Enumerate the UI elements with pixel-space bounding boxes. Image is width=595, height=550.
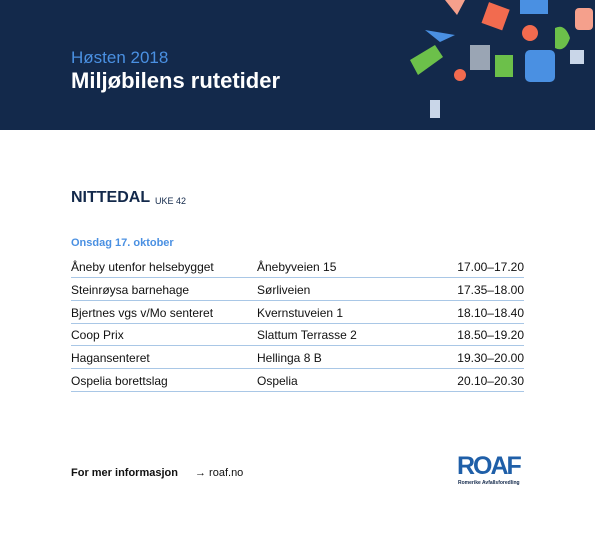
header: Høsten 2018 Miljøbilens rutetider: [0, 0, 595, 130]
week: UKE 42: [155, 196, 187, 206]
table-row: Coop Prix Slattum Terrasse 2 18.50–19.20: [71, 323, 524, 347]
cell: 17.00–17.20: [457, 260, 524, 274]
decoration: [410, 0, 593, 118]
cell: 18.10–18.40: [457, 305, 524, 320]
cell: Bjertnes vgs v/Mo senteret: [71, 305, 214, 320]
logo: ROAF: [457, 452, 522, 480]
table-row: Bjertnes vgs v/Mo senteret Kvernstuveien …: [71, 301, 524, 324]
cell: Hellinga 8 B: [257, 351, 322, 366]
cell: Slattum Terrasse 2: [257, 328, 357, 343]
cell: 19.30–20.00: [457, 351, 524, 366]
link[interactable]: → roaf.no: [195, 467, 244, 479]
cell: Ospelia borettslag: [71, 374, 168, 388]
cell: 18.50–19.20: [457, 328, 524, 343]
cell: 17.35–18.00: [457, 282, 524, 297]
date: Onsdag 17. oktober: [71, 237, 174, 249]
info: For mer informasjon: [71, 467, 178, 479]
header-title: Miljøbilens rutetider: [71, 68, 281, 93]
cell: 20.10–20.30: [457, 374, 524, 388]
cell: Sørliveien: [257, 282, 311, 297]
table-row: Ospelia borettslag Ospelia 20.10–20.30: [71, 369, 524, 392]
cell: Åneby utenfor helsebygget: [71, 260, 214, 274]
cell: Hagansenteret: [71, 351, 150, 366]
header-subtitle: Høsten 2018: [71, 48, 169, 67]
table-row: Steinrøysa barnehage Sørliveien 17.35–18.0…: [71, 278, 524, 301]
logo-sub: Romerike Avfallsforedling: [458, 480, 520, 486]
cell: Kvernstuveien 1: [257, 305, 344, 320]
cell: Coop Prix: [71, 328, 124, 343]
cell: Steinrøysa barnehage: [71, 282, 190, 297]
place: NITTEDAL: [71, 189, 151, 206]
cell: Ospelia: [257, 374, 298, 388]
table-row: Hagansenteret Hellinga 8 B 19.30–20.00: [71, 346, 524, 370]
table-row: Åneby utenfor helsebygget Ånebyveien 15 17…: [71, 255, 524, 278]
cell: Ånebyveien 15: [257, 260, 337, 274]
